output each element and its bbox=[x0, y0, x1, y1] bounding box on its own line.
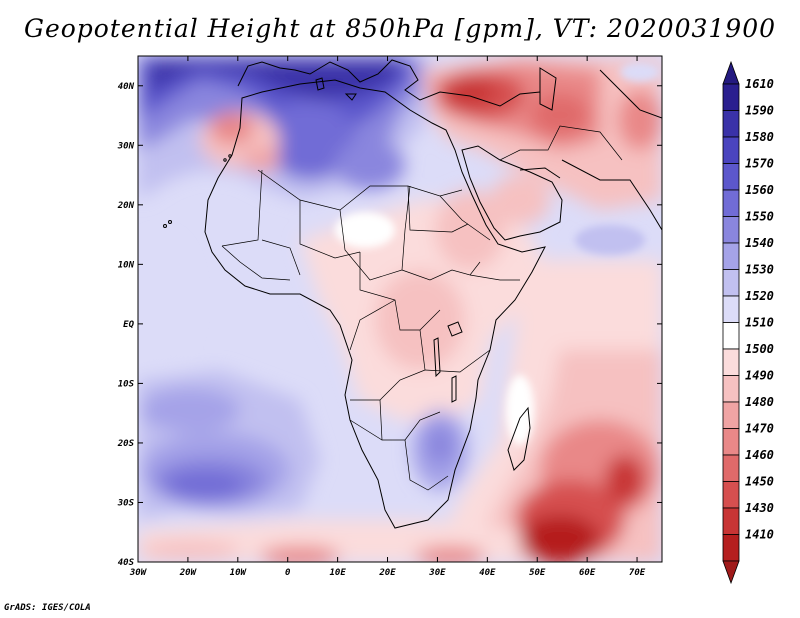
colorbar-label: 1550 bbox=[745, 210, 774, 224]
lon-tick-label: 40E bbox=[479, 568, 496, 578]
colorbar-label: 1610 bbox=[745, 77, 774, 91]
colorbar-label: 1560 bbox=[745, 183, 774, 197]
colorbar: 1610 1590 1580 1570 1560 1550 1540 1530 1520 1510… bbox=[722, 60, 774, 585]
colorbar-swatch bbox=[722, 110, 740, 138]
credit-footer: GrADS: IGES/COLA bbox=[4, 603, 91, 613]
lake-tanganyika bbox=[433, 337, 441, 378]
colorbar-swatch bbox=[722, 189, 740, 217]
lon-tick-label: 70E bbox=[629, 568, 646, 578]
lat-tick-label: 20N bbox=[117, 201, 135, 211]
lon-tick-label: 20W bbox=[179, 568, 198, 578]
lat-tick-label: 30S bbox=[117, 498, 135, 508]
lat-tick-label: 10N bbox=[118, 260, 135, 270]
coastlines bbox=[163, 59, 662, 529]
colorbar-swatch bbox=[722, 375, 740, 403]
country-borders bbox=[221, 125, 623, 491]
africa-coastline bbox=[204, 79, 546, 529]
arabia-coastline bbox=[461, 145, 563, 241]
colorbar-label: 1500 bbox=[745, 342, 774, 356]
colorbar-label: 1570 bbox=[745, 157, 774, 171]
lat-tick-label: EQ bbox=[123, 320, 134, 330]
lon-tick-label: 60E bbox=[579, 568, 596, 578]
colorbar-swatch bbox=[722, 534, 740, 562]
colorbar-label: 1520 bbox=[745, 289, 774, 303]
colorbar-swatch bbox=[722, 269, 740, 297]
colorbar-label: 1460 bbox=[745, 448, 774, 462]
colorbar-swatch bbox=[722, 136, 740, 164]
colorbar-label: 1480 bbox=[745, 395, 774, 409]
lon-tick-label: 10W bbox=[230, 568, 248, 578]
colorbar-swatch bbox=[722, 428, 740, 456]
map-title: Geopotential Height at 850hPa [gpm], VT:… bbox=[23, 14, 777, 43]
field-detail bbox=[335, 62, 660, 445]
lon-tick-label: 50E bbox=[529, 568, 546, 578]
field-shading bbox=[138, 56, 662, 562]
madagascar-coastline bbox=[507, 406, 531, 471]
colorbar-label: 1530 bbox=[745, 263, 774, 277]
geopotential-height-field bbox=[138, 56, 662, 562]
colorbar-swatch bbox=[722, 163, 740, 191]
colorbar-swatch bbox=[722, 83, 740, 111]
longitude-axis: 30W 20W 10W 0 10E 20E 30E 40E 50E 60E 70E bbox=[129, 56, 646, 578]
colorbar-label: 1540 bbox=[745, 236, 774, 250]
colorbar-swatch bbox=[722, 322, 740, 350]
colorbar-label: 1410 bbox=[745, 528, 774, 542]
colorbar-swatch bbox=[722, 481, 740, 509]
colorbar-label: 1580 bbox=[745, 130, 774, 144]
lat-tick-label: 40S bbox=[118, 558, 135, 568]
lake-victoria bbox=[447, 321, 463, 337]
lon-tick-label: 30W bbox=[129, 568, 148, 578]
lon-tick-label: 0 bbox=[285, 568, 291, 578]
colorbar-swatch bbox=[722, 507, 740, 535]
latitude-axis: 40N 30N 20N 10N EQ 10S 20S 30S 40S bbox=[117, 82, 662, 568]
colorbar-label: 1470 bbox=[745, 422, 774, 436]
colorbar-bottom-cap bbox=[722, 560, 740, 585]
colorbar-label: 1490 bbox=[745, 369, 774, 383]
lat-tick-label: 20S bbox=[117, 439, 135, 449]
colorbar-label: 1430 bbox=[745, 501, 774, 515]
lon-tick-label: 20E bbox=[378, 568, 396, 578]
lat-tick-label: 30N bbox=[117, 141, 135, 151]
lat-tick-label: 40N bbox=[118, 82, 135, 92]
lon-tick-label: 10E bbox=[329, 568, 346, 578]
colorbar-top-cap bbox=[722, 60, 740, 85]
colorbar-swatch bbox=[722, 401, 740, 429]
lon-tick-label: 30E bbox=[428, 568, 446, 578]
colorbar-label: 1590 bbox=[745, 104, 774, 118]
colorbar-swatch bbox=[722, 348, 740, 376]
lake-malawi bbox=[451, 375, 457, 403]
colorbar-swatch bbox=[722, 295, 740, 323]
map-frame bbox=[137, 55, 663, 563]
colorbar-swatch bbox=[722, 454, 740, 482]
colorbar-label: 1510 bbox=[745, 316, 774, 330]
europe-coastline bbox=[237, 59, 541, 107]
colorbar-swatch bbox=[722, 216, 740, 244]
lat-tick-label: 10S bbox=[118, 379, 135, 389]
colorbar-swatch bbox=[722, 242, 740, 270]
colorbar-label: 1450 bbox=[745, 475, 774, 489]
